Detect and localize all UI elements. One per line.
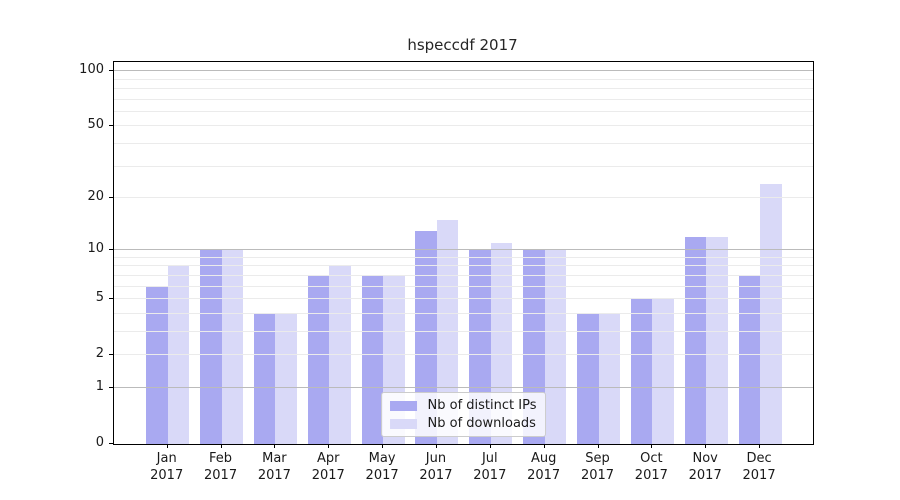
- y-tick-label-0: 0: [95, 435, 104, 450]
- y-tick-mark: [109, 386, 113, 388]
- plot-area: Nb of distinct IPs Nb of downloads: [113, 61, 814, 445]
- x-tick-label-feb: Feb 2017: [204, 451, 238, 483]
- x-tick-mark: [274, 444, 276, 448]
- y-tick-label-1: 1: [95, 378, 104, 394]
- x-tick-mark: [435, 444, 437, 448]
- x-tick-label-dec: Dec 2017: [742, 451, 776, 483]
- minor-gridline: [114, 330, 813, 332]
- bar-may-distinct-ips: [361, 275, 384, 444]
- x-tick-label-jul: Jul 2017: [473, 451, 507, 483]
- minor-gridline: [114, 110, 813, 112]
- minor-gridline: [114, 285, 813, 287]
- major-gridline: [114, 70, 813, 72]
- y-tick-mark: [109, 443, 113, 444]
- y-tick-label-10: 10: [87, 241, 104, 257]
- x-tick-mark: [597, 444, 599, 448]
- bar-sep-distinct-ips: [577, 313, 599, 444]
- y-tick-mark: [109, 125, 113, 127]
- y-tick-label-5: 5: [95, 290, 104, 306]
- x-tick-label-apr: Apr 2017: [311, 451, 345, 483]
- y-tick-label-100: 100: [79, 62, 104, 78]
- y-tick-mark: [109, 354, 113, 356]
- minor-gridline: [114, 274, 813, 276]
- y-tick-mark: [109, 70, 113, 72]
- bar-jan-distinct-ips: [146, 286, 168, 444]
- x-tick-mark: [759, 444, 761, 448]
- x-tick-mark: [705, 444, 707, 448]
- bar-dec-distinct-ips: [738, 275, 761, 444]
- bar-oct-downloads: [652, 299, 674, 444]
- minor-gridline: [114, 354, 813, 356]
- minor-gridline: [114, 256, 813, 258]
- y-tick-label-50: 50: [87, 117, 104, 133]
- bar-feb-distinct-ips: [200, 250, 222, 444]
- minor-gridline: [114, 165, 813, 167]
- legend-label-downloads: Nb of downloads: [427, 416, 536, 431]
- minor-gridline: [114, 197, 813, 198]
- bar-aug-downloads: [544, 250, 567, 444]
- bar-nov-distinct-ips: [684, 236, 707, 444]
- minor-gridline: [114, 312, 813, 314]
- x-tick-label-may: May 2017: [365, 451, 399, 483]
- legend-item-downloads: Nb of downloads: [389, 416, 537, 431]
- x-tick-label-nov: Nov 2017: [688, 451, 722, 483]
- x-tick-label-jun: Jun 2017: [419, 451, 453, 483]
- y-tick-label-2: 2: [95, 346, 104, 362]
- legend-swatch-downloads: [389, 418, 417, 429]
- x-tick-label-oct: Oct 2017: [634, 451, 668, 483]
- y-tick-mark: [109, 249, 113, 251]
- chart-title: hspeccdf 2017: [407, 36, 518, 54]
- x-tick-label-mar: Mar 2017: [257, 451, 291, 483]
- x-tick-mark: [382, 444, 384, 448]
- minor-gridline: [114, 142, 813, 144]
- x-tick-mark: [651, 444, 653, 448]
- minor-gridline: [114, 87, 813, 89]
- minor-gridline: [114, 298, 813, 300]
- legend: Nb of distinct IPs Nb of downloads: [380, 392, 547, 437]
- x-tick-label-sep: Sep 2017: [580, 451, 615, 483]
- legend-label-distinct-ips: Nb of distinct IPs: [427, 398, 537, 413]
- bar-apr-distinct-ips: [307, 275, 330, 444]
- bar-dec-downloads: [760, 183, 782, 444]
- x-tick-mark: [489, 444, 491, 448]
- x-tick-mark: [328, 444, 330, 448]
- y-tick-mark: [109, 298, 113, 300]
- bar-feb-downloads: [221, 250, 244, 444]
- minor-gridline: [114, 98, 813, 100]
- bar-mar-distinct-ips: [253, 313, 276, 444]
- bar-sep-downloads: [598, 313, 620, 444]
- legend-item-distinct-ips: Nb of distinct IPs: [389, 398, 537, 413]
- legend-swatch-distinct-ips: [389, 400, 417, 411]
- y-tick-mark: [109, 196, 113, 198]
- x-tick-label-aug: Aug 2017: [527, 451, 561, 483]
- minor-gridline: [114, 125, 813, 127]
- bar-jun-distinct-ips: [415, 230, 437, 444]
- major-gridline: [114, 387, 813, 388]
- major-gridline: [114, 249, 813, 251]
- x-tick-mark: [220, 444, 222, 448]
- y-tick-label-20: 20: [87, 188, 104, 204]
- bar-oct-distinct-ips: [630, 299, 653, 444]
- bar-nov-downloads: [706, 236, 728, 444]
- x-tick-mark: [543, 444, 545, 448]
- x-tick-mark: [166, 444, 168, 448]
- minor-gridline: [114, 78, 813, 80]
- x-tick-label-jan: Jan 2017: [150, 451, 184, 483]
- bar-mar-downloads: [275, 313, 297, 444]
- minor-gridline: [114, 265, 813, 267]
